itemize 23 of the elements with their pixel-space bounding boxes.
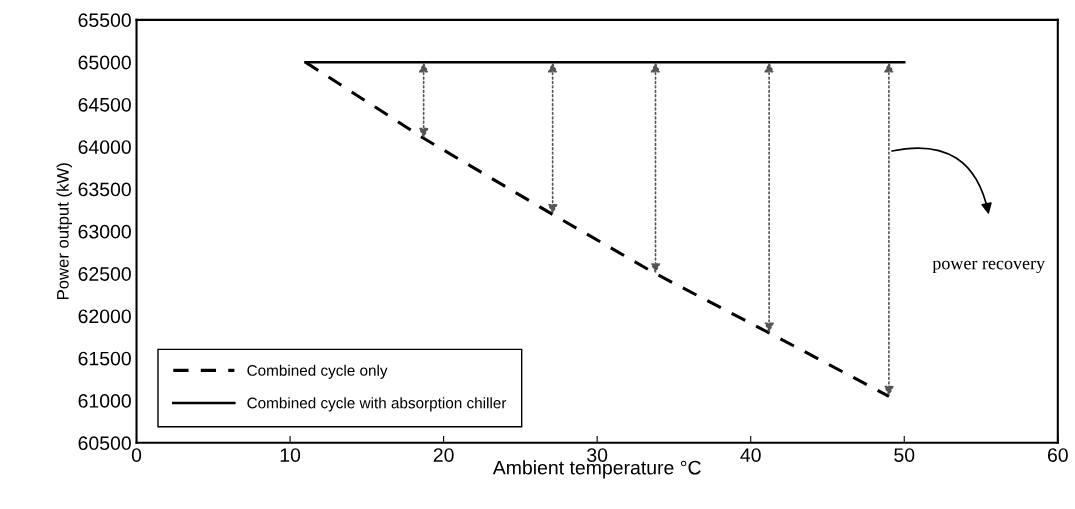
x-tick-label: 50 (894, 448, 915, 462)
y-tick-label: 62000 (78, 309, 131, 324)
x-tick-label: 20 (433, 448, 454, 462)
x-tick-label: 40 (740, 448, 761, 462)
y-tick-label: 62500 (78, 267, 131, 281)
y-tick-label: 63500 (78, 182, 131, 197)
y-axis-title: Power output (kW) (56, 163, 73, 299)
annotation: power recovery (932, 260, 1046, 274)
legend-label: Combined cycle with absorption chiller (247, 397, 507, 412)
y-tick-label: 64000 (78, 140, 131, 154)
y-tick-label: 63000 (78, 224, 131, 239)
x-tick-label: 10 (280, 448, 301, 462)
x-tick-label: 30 (587, 448, 608, 462)
x-tick-label: 0 (131, 448, 142, 462)
x-axis-title: Ambient temperature °C (492, 460, 701, 479)
y-tick-label: 60500 (78, 436, 131, 451)
y-tick-label: 65000 (78, 55, 131, 70)
legend-label: Combined cycle only (247, 364, 388, 379)
y-tick-label: 61500 (78, 351, 131, 366)
y-tick-label: 61000 (78, 394, 131, 408)
x-tick-label: 60 (1047, 448, 1068, 462)
y-tick-label: 64500 (78, 97, 131, 112)
y-tick-label: 65500 (78, 13, 131, 28)
